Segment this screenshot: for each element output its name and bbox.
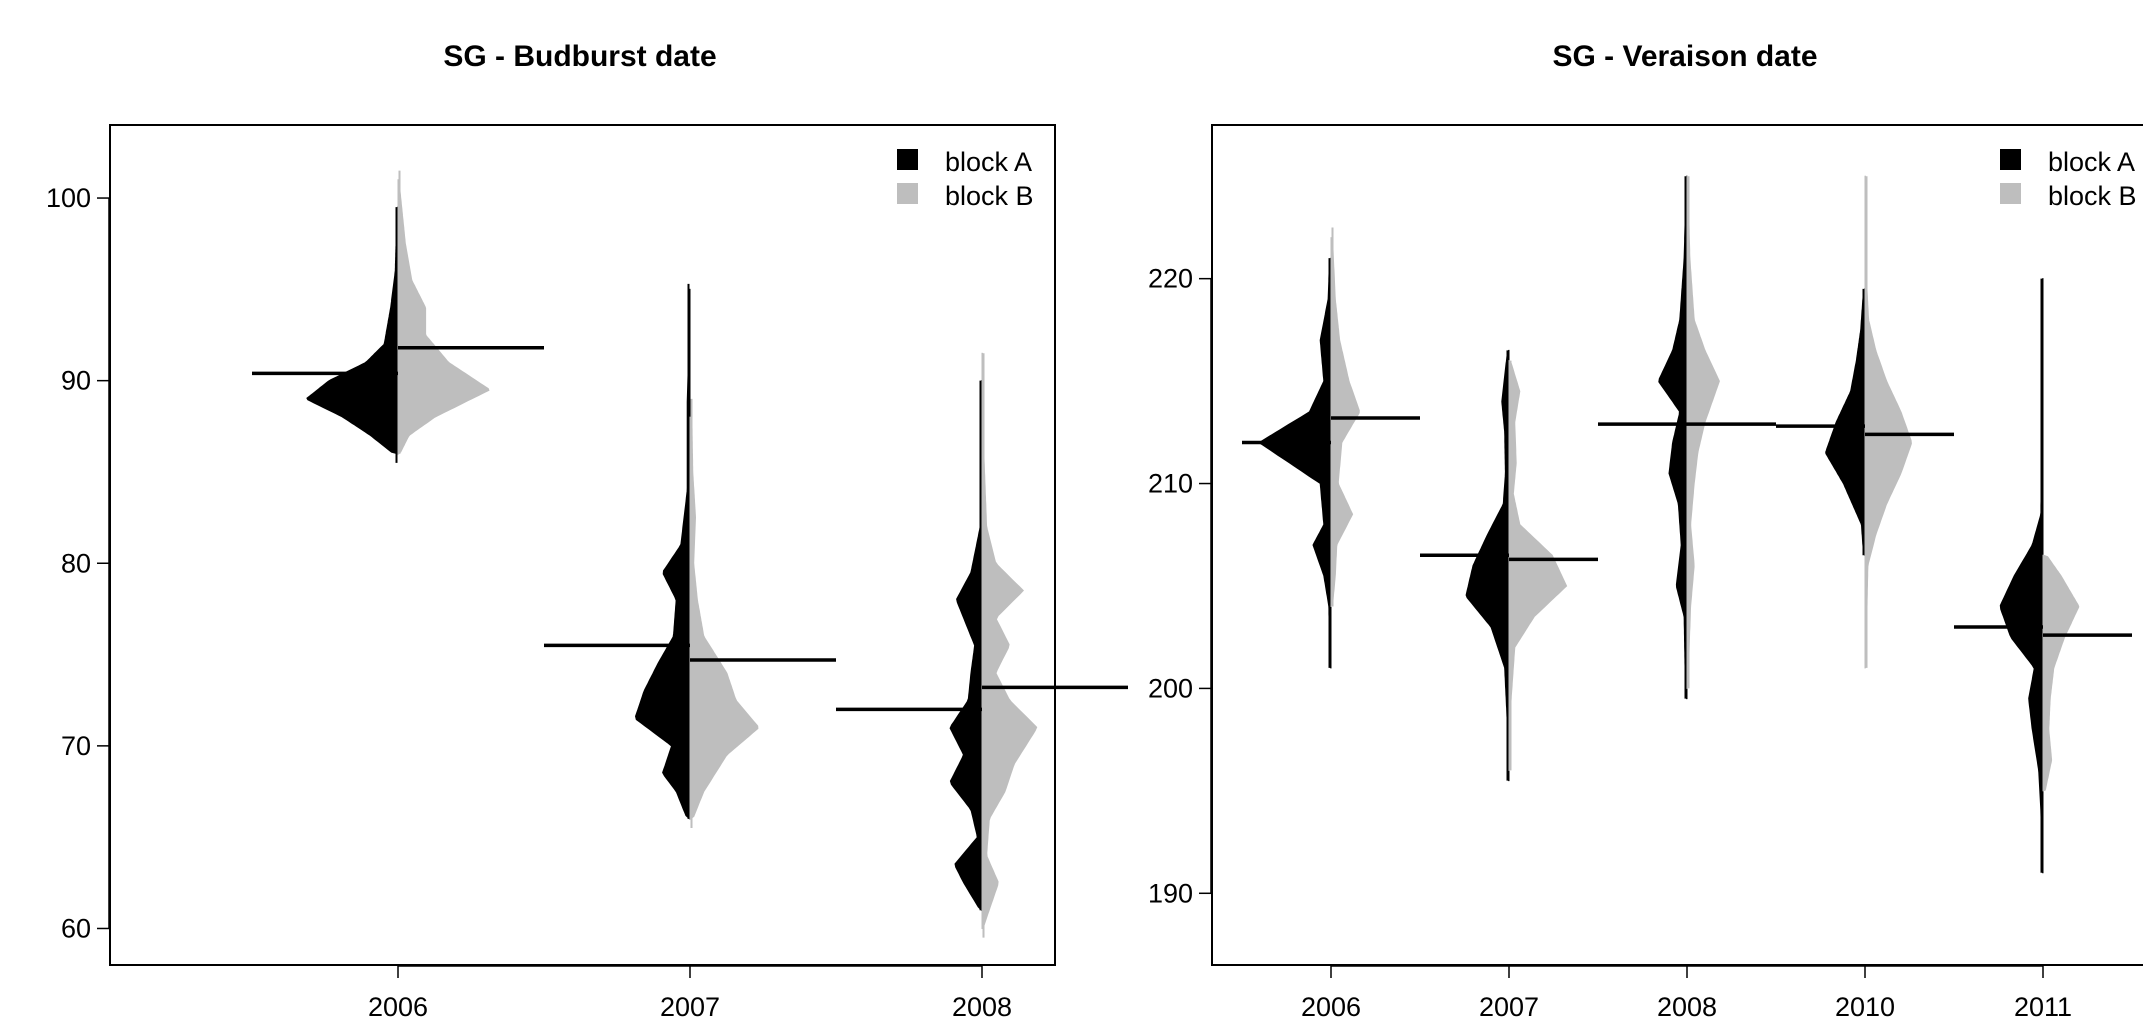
plot-frame	[1211, 124, 2143, 966]
legend: block A block B	[2000, 147, 2137, 211]
budburst-panel: SG - Budburst date 60 70 80 90 100 2006 2007 20…	[46, 40, 1128, 1022]
x-tick-label: 2010	[1835, 992, 1895, 1022]
y-tick-label: 210	[1148, 469, 1193, 499]
x-tick-label: 2006	[1301, 992, 1361, 1022]
y-tick-label: 70	[61, 731, 91, 761]
x-tick-label: 2007	[1479, 992, 1539, 1022]
violin-block-b-2006	[397, 179, 490, 455]
violin-block-a-2008	[1658, 175, 1688, 700]
y-tick-label: 60	[61, 913, 91, 943]
y-tick-label: 220	[1148, 264, 1193, 294]
plot-frame	[109, 124, 1056, 966]
violin-block-b-2006	[1330, 237, 1360, 608]
veraison-violins	[1242, 175, 2132, 874]
legend: block A block B	[897, 147, 1034, 211]
violin-block-b-2008	[1686, 175, 1720, 689]
budburst-axes: 60 70 80 90 100 2006 2007 2008	[46, 183, 1012, 1022]
legend-label-block-a: block A	[2048, 147, 2135, 177]
legend-label-block-b: block B	[945, 181, 1034, 211]
legend-swatch-block-b	[2000, 183, 2021, 204]
veraison-axes: 190 200 210 220 2006 2007 2008 2010 2011	[1148, 264, 2072, 1022]
legend-swatch-block-b	[897, 183, 918, 204]
x-tick-label: 2006	[368, 992, 428, 1022]
legend-swatch-block-a	[897, 149, 918, 170]
x-tick-label: 2011	[2014, 992, 2072, 1022]
veraison-panel: SG - Veraison date 190 200 210 220 2006 2007 2…	[1148, 40, 2143, 1022]
violin-block-a-2010	[1825, 288, 1866, 556]
legend-label-block-a: block A	[945, 147, 1032, 177]
x-tick-label: 2008	[1657, 992, 1717, 1022]
y-tick-label: 100	[46, 183, 91, 213]
y-tick-label: 190	[1148, 878, 1193, 908]
x-tick-label: 2008	[952, 992, 1012, 1022]
legend-swatch-block-a	[2000, 149, 2021, 170]
y-tick-label: 80	[61, 548, 91, 578]
x-tick-label: 2007	[660, 992, 720, 1022]
budburst-violins	[252, 170, 1128, 938]
violin-block-b-2007	[689, 416, 759, 820]
chart-title: SG - Veraison date	[1552, 40, 1817, 73]
y-tick-label: 200	[1148, 673, 1193, 703]
violin-block-a-2006	[1258, 257, 1332, 669]
legend-label-block-b: block B	[2048, 181, 2137, 211]
y-tick-label: 90	[61, 366, 91, 396]
violin-block-b-2011	[2042, 554, 2080, 792]
chart-title: SG - Budburst date	[443, 40, 716, 73]
